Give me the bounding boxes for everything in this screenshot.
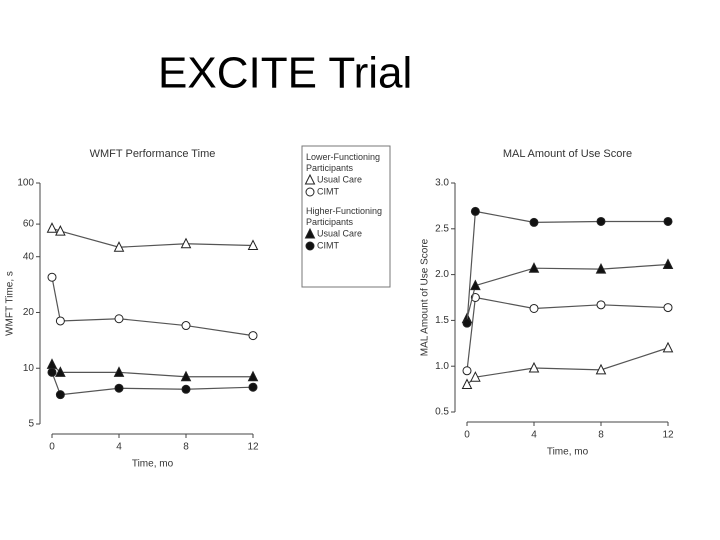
y-tick-label: 1.5: [435, 315, 449, 326]
marker: [304, 227, 316, 239]
marker: [180, 237, 192, 249]
slide-title: EXCITE Trial: [158, 49, 412, 98]
x-tick-label: 12: [247, 442, 259, 453]
y-tick-label: 2.0: [435, 269, 449, 280]
marker: [55, 224, 66, 236]
marker: [47, 367, 57, 377]
x-tick-label: 0: [464, 430, 470, 441]
legend-label: Usual Care: [317, 228, 362, 238]
x-tick-label: 0: [49, 442, 55, 453]
marker: [304, 173, 316, 185]
marker: [114, 383, 124, 393]
y-tick-label: 20: [23, 307, 35, 318]
marker: [529, 217, 539, 227]
marker: [662, 341, 674, 353]
y-axis-label: MAL Amount of Use Score: [420, 238, 431, 356]
marker: [470, 279, 481, 291]
marker: [247, 239, 259, 250]
marker: [662, 258, 674, 270]
y-tick-label: 10: [23, 363, 35, 374]
marker: [55, 316, 65, 326]
legend-group-title: Higher-Functioning Participants: [306, 206, 382, 227]
marker: [595, 262, 607, 274]
marker: [461, 378, 473, 390]
y-axis-label: WMFT Time, s: [5, 271, 16, 336]
legend-label: CIMT: [317, 240, 339, 250]
marker: [595, 363, 607, 375]
series-line: [51, 227, 254, 248]
x-tick-label: 8: [183, 442, 189, 453]
marker: [596, 300, 606, 310]
marker: [46, 358, 58, 369]
marker: [248, 331, 258, 341]
legend-label: CIMT: [317, 186, 339, 196]
y-tick-label: 100: [17, 178, 34, 189]
y-tick-label: 2.5: [435, 223, 449, 234]
marker: [663, 216, 673, 226]
x-axis-label: Time, mo: [547, 447, 589, 458]
x-tick-label: 4: [531, 430, 537, 441]
series-line: [466, 263, 669, 319]
y-tick-label: 60: [23, 219, 35, 230]
y-tick-label: 3.0: [435, 178, 449, 189]
marker: [181, 384, 191, 394]
chart-title: MAL Amount of Use Score: [503, 148, 632, 160]
marker: [305, 241, 315, 251]
marker: [114, 314, 124, 324]
y-tick-label: 0.5: [435, 407, 449, 418]
marker: [528, 262, 540, 273]
marker: [55, 366, 66, 377]
marker: [529, 303, 539, 313]
marker: [113, 366, 125, 377]
y-tick-label: 1.0: [435, 361, 449, 372]
marker: [47, 272, 57, 282]
marker: [247, 370, 259, 382]
chart-title: WMFT Performance Time: [90, 148, 216, 160]
x-tick-label: 4: [116, 442, 122, 453]
marker: [470, 371, 481, 382]
marker: [462, 366, 472, 376]
marker: [46, 222, 58, 233]
series-line: [51, 372, 254, 396]
legend-box: [301, 145, 391, 288]
series-line: [466, 347, 669, 385]
y-tick-label: 5: [28, 419, 34, 430]
y-tick-label: 40: [23, 251, 35, 262]
marker: [663, 303, 673, 313]
marker: [462, 318, 472, 328]
marker: [180, 370, 192, 382]
x-axis-label: Time, mo: [132, 459, 174, 470]
marker: [181, 321, 191, 331]
series-line: [51, 363, 253, 378]
series-line: [51, 277, 254, 337]
marker: [470, 206, 480, 216]
marker: [248, 382, 258, 392]
marker: [55, 390, 65, 400]
marker: [528, 361, 540, 373]
marker: [113, 241, 125, 252]
x-tick-label: 8: [598, 430, 604, 441]
marker: [305, 187, 315, 197]
legend-label: Usual Care: [317, 174, 362, 184]
x-tick-label: 12: [662, 430, 674, 441]
legend-group-title: Lower-Functioning Participants: [306, 152, 380, 173]
marker: [596, 216, 606, 226]
series-line: [466, 296, 669, 371]
